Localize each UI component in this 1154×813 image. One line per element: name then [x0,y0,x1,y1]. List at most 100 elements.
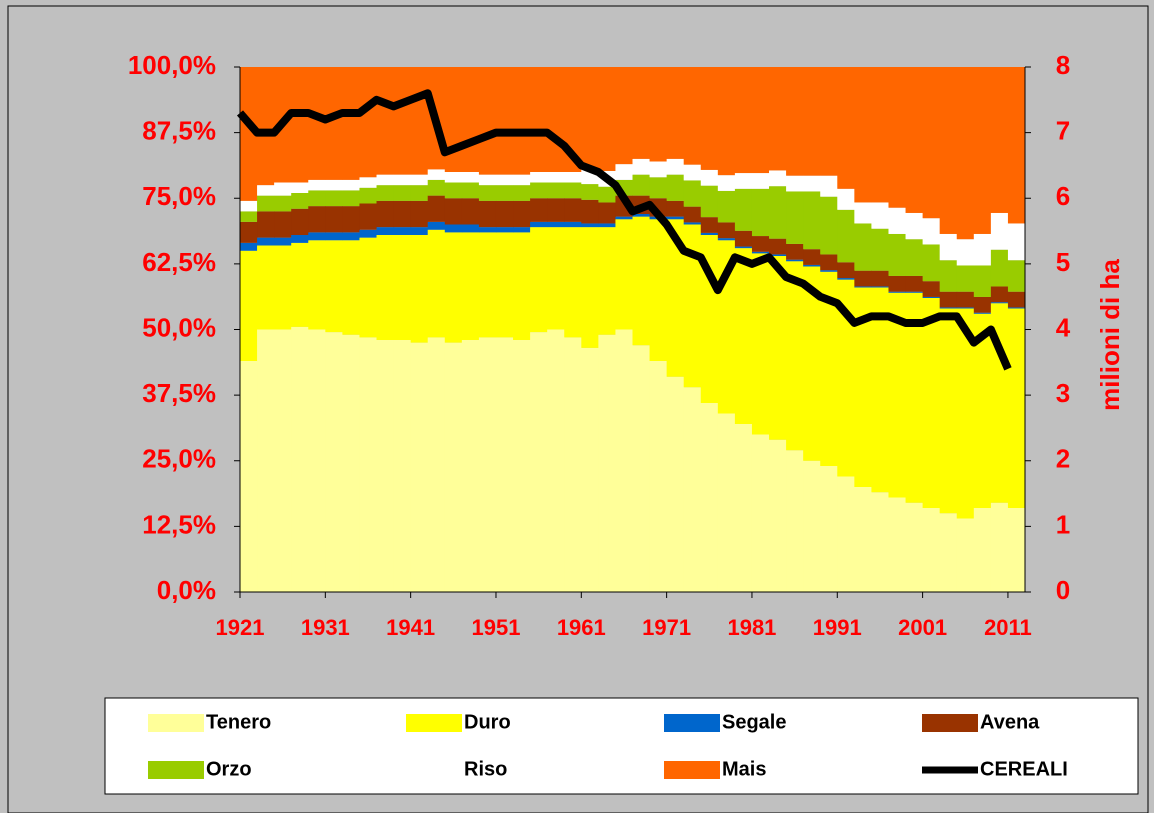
area-segment [922,508,941,592]
area-segment [1007,223,1026,261]
y-tick-label: 87,5% [142,116,216,146]
area-segment [291,208,309,235]
area-segment [803,175,821,192]
area-segment [700,403,719,592]
area-segment [581,223,599,228]
area-segment [717,413,736,592]
area-segment [649,67,668,162]
area-segment [308,179,326,191]
area-segment [513,232,531,340]
legend-label: Avena [980,711,1040,733]
area-segment [632,67,651,159]
area-segment [666,216,685,220]
area-segment [274,195,292,212]
area-segment [615,67,633,165]
area-segment [1007,291,1026,308]
area-segment [973,296,992,313]
area-segment [939,308,958,514]
area-segment [615,164,633,180]
area-segment [257,329,275,592]
area-segment [257,67,275,186]
area-segment [513,227,531,233]
area-segment [598,67,616,171]
area-segment [547,182,565,199]
area-segment [683,224,702,388]
area-segment [632,216,651,346]
area-segment [257,211,275,238]
area-segment [530,332,548,592]
area-segment [734,424,753,592]
area-segment [530,198,548,222]
area-segment [410,185,429,201]
y-tick-label: 62,5% [142,247,216,277]
area-segment [342,179,360,191]
area-segment [854,223,872,271]
area-segment [820,67,838,176]
area-segment [495,232,514,338]
area-segment [956,67,975,240]
area-segment [751,251,770,254]
area-segment [342,334,360,592]
area-segment [666,376,685,592]
y2-tick-label: 5 [1056,247,1070,277]
area-segment [410,227,429,235]
area-segment [495,200,514,228]
area-segment [461,224,480,233]
x-tick-label: 1921 [216,615,265,640]
area-segment [905,502,924,592]
area-segment [939,291,958,308]
area-segment [547,227,565,330]
area-segment [905,292,924,503]
legend-swatch [148,714,204,732]
area-segment [478,232,497,338]
area-segment [513,340,531,592]
area-segment [478,67,497,175]
area-segment [632,158,651,175]
area-segment [700,232,719,235]
area-segment [410,235,429,343]
area-segment [939,233,958,261]
area-segment [803,264,821,267]
area-segment [376,67,395,175]
legend-label: Orzo [206,758,252,780]
area-segment [803,67,821,176]
y-tick-label: 50,0% [142,312,216,342]
area-segment [257,237,275,246]
area-segment [871,67,889,203]
area-segment [956,307,975,309]
area-segment [393,185,412,201]
area-segment [308,206,326,233]
area-segment [700,67,719,170]
area-segment [888,275,907,292]
area-segment [990,302,1009,304]
area-segment [854,287,872,487]
area-segment [461,67,480,172]
area-segment [888,497,907,592]
area-segment [820,270,838,272]
area-segment [683,67,702,165]
area-segment [530,172,548,183]
area-segment [837,209,855,263]
area-segment [683,222,702,225]
area-segment [444,224,463,233]
area-segment [649,361,668,592]
area-segment [393,200,412,228]
y2-tick-label: 7 [1056,116,1070,146]
area-segment [837,279,855,477]
legend-label: Mais [722,758,766,780]
area-segment [717,238,736,241]
area-segment [359,177,378,188]
area-segment [922,218,941,245]
area-segment [803,460,821,592]
area-segment [1007,67,1026,224]
area-segment [257,195,275,212]
area-segment [547,221,565,228]
area-segment [598,227,616,335]
x-tick-label: 2011 [984,615,1032,640]
area-segment [683,206,702,223]
area-segment [359,337,378,592]
area-segment [973,508,992,592]
area-segment [581,184,599,200]
area-segment [513,67,531,175]
area-segment [461,232,480,340]
